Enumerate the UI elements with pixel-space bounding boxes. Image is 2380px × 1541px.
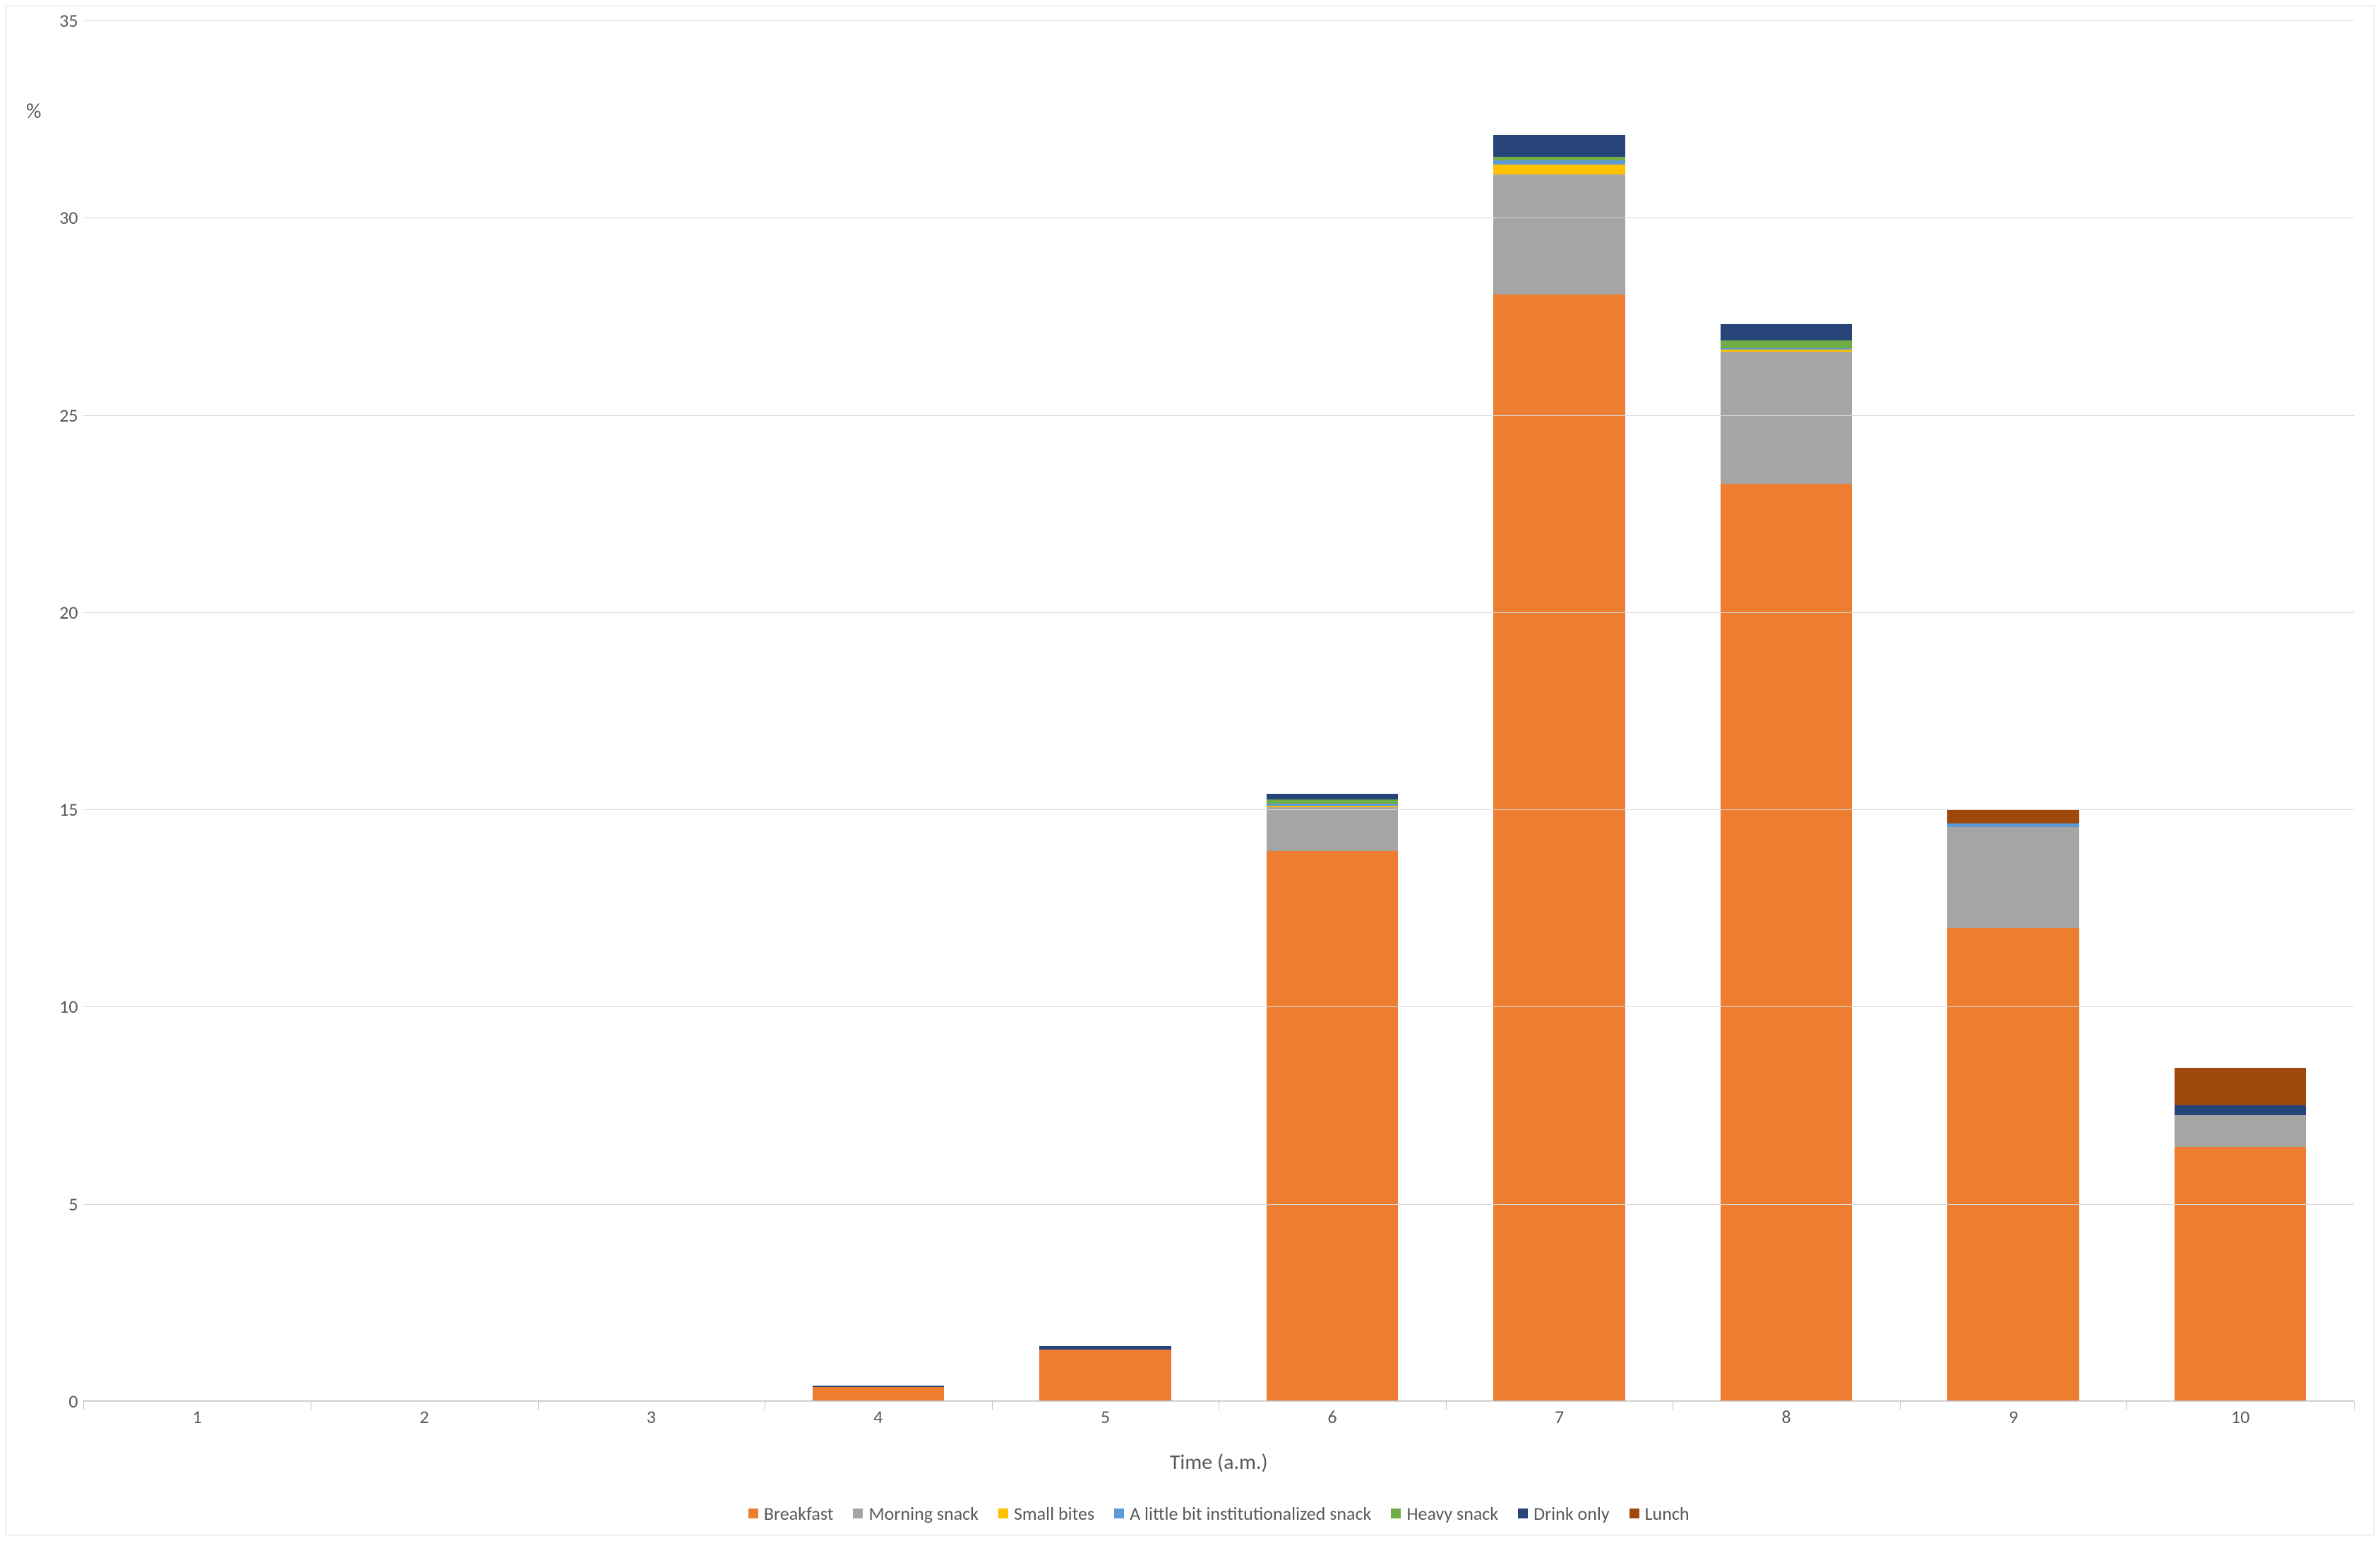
legend-item-small_bites: Small bites — [998, 1502, 1094, 1525]
bar-segment-small_bites — [1493, 165, 1625, 174]
x-tick-label: 9 — [2009, 1405, 2018, 1428]
legend-swatch — [748, 1509, 758, 1518]
gridline — [83, 612, 2354, 613]
legend-item-inst_snack: A little bit institutionalized snack — [1114, 1502, 1371, 1525]
legend: Breakfast Morning snack Small bites A littl… — [83, 1481, 2354, 1525]
bar-stack — [1947, 20, 2079, 1401]
legend-label: Small bites — [1014, 1502, 1094, 1525]
x-tick-label: 2 — [419, 1405, 429, 1428]
legend-swatch — [1114, 1509, 1124, 1518]
x-axis-title: Time (a.m.) — [83, 1436, 2354, 1481]
bar-segment-breakfast — [2175, 1147, 2307, 1401]
bar-segment-breakfast — [1039, 1350, 1171, 1401]
bar-segment-breakfast — [1947, 928, 2079, 1401]
legend-swatch — [1629, 1509, 1639, 1518]
plot-row: 05101520253035 — [44, 20, 2354, 1401]
bar-stack — [813, 20, 945, 1401]
y-tick-labels: 05101520253035 — [44, 20, 83, 1401]
bar-segment-heavy_snack — [1721, 340, 1853, 348]
legend-item-drink_only: Drink only — [1518, 1502, 1610, 1525]
gridline — [83, 20, 2354, 21]
legend-swatch — [1518, 1509, 1528, 1518]
bar-segment-breakfast — [813, 1387, 945, 1401]
x-tick-label: 7 — [1555, 1405, 1564, 1428]
legend-label: Morning snack — [868, 1502, 979, 1525]
bar-segment-drink_only — [1493, 135, 1625, 157]
chart-body: % 05101520253035 12345678910 Time (a.m.)… — [26, 20, 2354, 1525]
x-tick-label: 10 — [2231, 1405, 2249, 1428]
x-tick-label: 3 — [647, 1405, 656, 1428]
x-tick-labels: 1 2 3 4 5 6 7 8 9 10 — [83, 1401, 2354, 1436]
x-tick-label: 1 — [193, 1405, 202, 1428]
bar-segment-morning_snack — [1267, 807, 1399, 850]
x-tick-label: 8 — [1782, 1405, 1791, 1428]
plot-column: 05101520253035 12345678910 Time (a.m.) B… — [44, 20, 2354, 1525]
x-tick-label: 5 — [1101, 1405, 1110, 1428]
y-tick-label: 35 — [59, 9, 78, 32]
bar-stack — [1721, 20, 1853, 1401]
legend-item-breakfast: Breakfast — [748, 1502, 834, 1525]
bar-segment-breakfast — [1267, 851, 1399, 1401]
x-tick-label: 4 — [873, 1405, 883, 1428]
bar-segment-morning_snack — [1721, 352, 1853, 484]
bar-stack — [1039, 20, 1171, 1401]
bar-segment-lunch — [1947, 809, 2079, 823]
plot-area — [83, 20, 2354, 1401]
y-tick-label: 10 — [59, 995, 78, 1018]
bar-segment-breakfast — [1493, 294, 1625, 1401]
legend-label: A little bit institutionalized snack — [1130, 1502, 1371, 1525]
y-tick-label: 20 — [59, 601, 78, 624]
bar-stack — [359, 20, 491, 1401]
legend-item-morning_snack: Morning snack — [853, 1502, 979, 1525]
gridline — [83, 415, 2354, 416]
y-tick-label: 0 — [68, 1390, 78, 1412]
gridline — [83, 809, 2354, 810]
y-axis-title-container: % — [26, 20, 44, 1525]
legend-label: Breakfast — [764, 1502, 834, 1525]
legend-swatch — [853, 1509, 863, 1518]
legend-item-heavy_snack: Heavy snack — [1391, 1502, 1498, 1525]
bar-stack — [585, 20, 717, 1401]
x-tick-mark — [2354, 1401, 2355, 1410]
bar-segment-morning_snack — [2175, 1115, 2307, 1147]
y-tick-label: 25 — [59, 404, 78, 427]
bar-stack — [1267, 20, 1399, 1401]
legend-label: Drink only — [1533, 1502, 1610, 1525]
bars-layer — [83, 20, 2354, 1401]
bar-segment-morning_snack — [1947, 827, 2079, 927]
chart-border: % 0 5 10 15 20 25 30 35 1 2 3 4 5 6 7 8 9 10 Time (a.m.)… — [6, 6, 2374, 1535]
y-tick-label: 30 — [59, 206, 78, 229]
legend-swatch — [1391, 1509, 1401, 1518]
y-tick-label: 15 — [59, 798, 78, 821]
legend-label: Heavy snack — [1406, 1502, 1498, 1525]
legend-item-lunch: Lunch — [1629, 1502, 1690, 1525]
bar-segment-lunch — [2175, 1068, 2307, 1105]
bar-stack — [131, 20, 263, 1401]
gridline — [83, 1006, 2354, 1007]
legend-label: Lunch — [1645, 1502, 1690, 1525]
bar-segment-drink_only — [2175, 1105, 2307, 1115]
bar-segment-drink_only — [1267, 794, 1399, 799]
y-tick-label: 5 — [68, 1193, 78, 1215]
chart-frame: % 0 5 10 15 20 25 30 35 1 2 3 4 5 6 7 8 9 10 Time (a.m.)… — [0, 0, 2380, 1541]
x-tick-label: 6 — [1327, 1405, 1336, 1428]
gridline — [83, 1204, 2354, 1205]
bar-stack — [2175, 20, 2307, 1401]
bar-stack — [1493, 20, 1625, 1401]
legend-swatch — [998, 1509, 1008, 1518]
bar-segment-morning_snack — [1493, 174, 1625, 294]
bar-segment-drink_only — [1721, 324, 1853, 340]
bar-segment-breakfast — [1721, 484, 1853, 1401]
y-axis-title: % — [26, 98, 41, 124]
